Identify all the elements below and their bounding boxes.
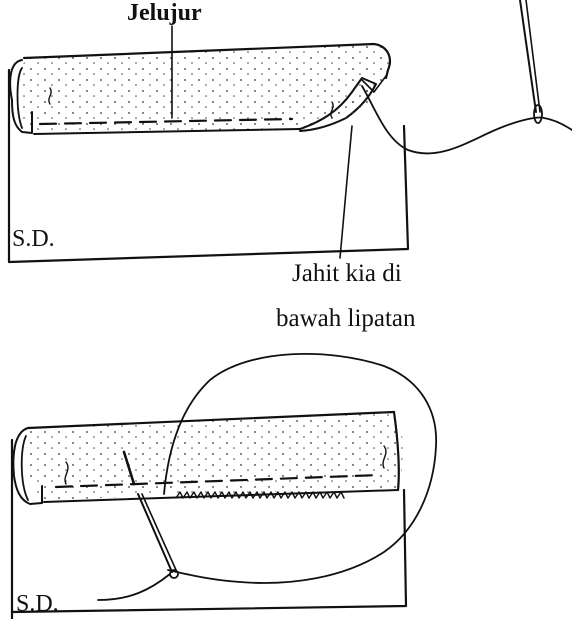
bottom-basting-stitches [54, 473, 382, 489]
label-note-line2: bawah lipatan [276, 305, 416, 332]
label-note-line1: Jahit kia di [292, 260, 402, 287]
top-hem-fold [21, 44, 390, 134]
bottom-diagram: S.D. [10, 352, 437, 619]
top-diagram: Jelujur S.D. Jahit kia di bawah lipatan [7, 0, 572, 332]
top-fabric-panel [7, 68, 410, 264]
top-basting-stitches [38, 117, 294, 126]
top-panel-label: S.D. [12, 226, 55, 252]
top-needle-icon [519, 0, 543, 124]
bottom-fabric-panel [10, 438, 408, 619]
top-thread [361, 85, 572, 155]
label-jelujur: Jelujur [127, 0, 202, 26]
bottom-panel-label: S.D. [16, 591, 59, 617]
bottom-thread-loop [163, 352, 437, 584]
bottom-hem-stitches [175, 491, 345, 499]
bottom-needle-icon [122, 450, 179, 579]
bottom-thread-tail [97, 573, 171, 601]
top-note-leader [339, 125, 353, 259]
